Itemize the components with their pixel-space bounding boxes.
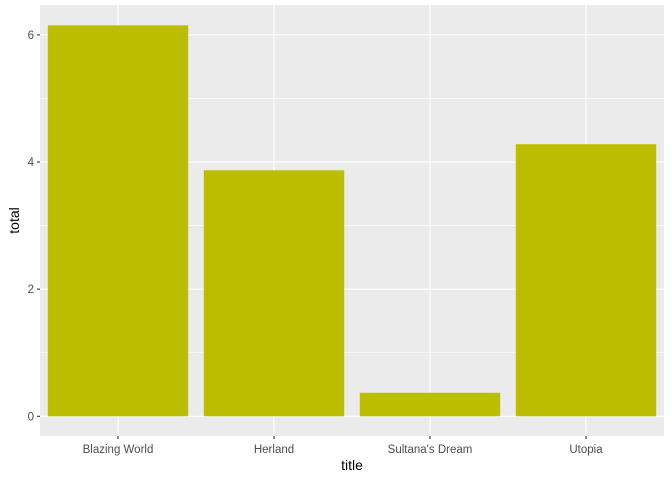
bars <box>47 25 657 417</box>
x-tick-label: Blazing World <box>83 444 154 456</box>
bar-3 <box>359 392 501 417</box>
y-tick-label: 0 <box>28 411 34 423</box>
y-tick-label: 6 <box>28 30 34 42</box>
x-axis-title: title <box>341 457 363 473</box>
x-tick-label: Sultana's Dream <box>388 444 473 456</box>
y-axis-ticks: 0 2 4 6 <box>28 30 40 423</box>
bar-2 <box>203 170 345 417</box>
x-tick-label: Utopia <box>569 444 603 456</box>
bar-1 <box>47 25 189 417</box>
x-tick-label: Herland <box>254 444 294 456</box>
y-tick-label: 4 <box>28 157 35 169</box>
y-axis-title: total <box>6 207 22 233</box>
y-tick-label: 2 <box>28 284 34 296</box>
x-axis-ticks: Blazing World Herland Sultana's Dream Utopi… <box>83 436 603 456</box>
bar-4 <box>515 144 657 417</box>
